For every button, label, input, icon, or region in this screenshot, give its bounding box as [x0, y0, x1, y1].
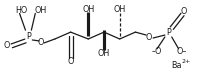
Text: O: O — [38, 38, 44, 47]
Text: HO: HO — [16, 6, 28, 15]
Text: OH: OH — [82, 5, 94, 14]
Text: O: O — [3, 41, 10, 50]
Text: 2+: 2+ — [182, 59, 191, 64]
Text: O: O — [180, 7, 187, 16]
Text: OH: OH — [34, 6, 47, 15]
Text: OH: OH — [98, 49, 110, 58]
Text: O: O — [67, 57, 74, 66]
Text: P: P — [166, 28, 171, 37]
Text: –O: –O — [151, 47, 161, 56]
Text: O–: O– — [177, 47, 187, 56]
Text: OH: OH — [114, 5, 126, 14]
Text: Ba: Ba — [171, 61, 181, 70]
Text: O: O — [146, 33, 152, 41]
Text: P: P — [26, 32, 31, 41]
